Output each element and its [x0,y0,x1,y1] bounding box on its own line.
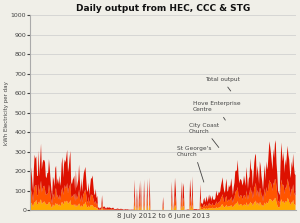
Text: Hove Enterprise
Centre: Hove Enterprise Centre [193,101,240,120]
Title: Daily output from HEC, CCC & STG: Daily output from HEC, CCC & STG [76,4,250,13]
X-axis label: 8 July 2012 to 6 June 2013: 8 July 2012 to 6 June 2013 [116,213,209,219]
Text: City Coast
Church: City Coast Church [189,123,219,147]
Text: Total output: Total output [205,77,239,91]
Y-axis label: kWh Electricity per day: kWh Electricity per day [4,81,9,145]
Text: St George's
Church: St George's Church [177,146,212,182]
